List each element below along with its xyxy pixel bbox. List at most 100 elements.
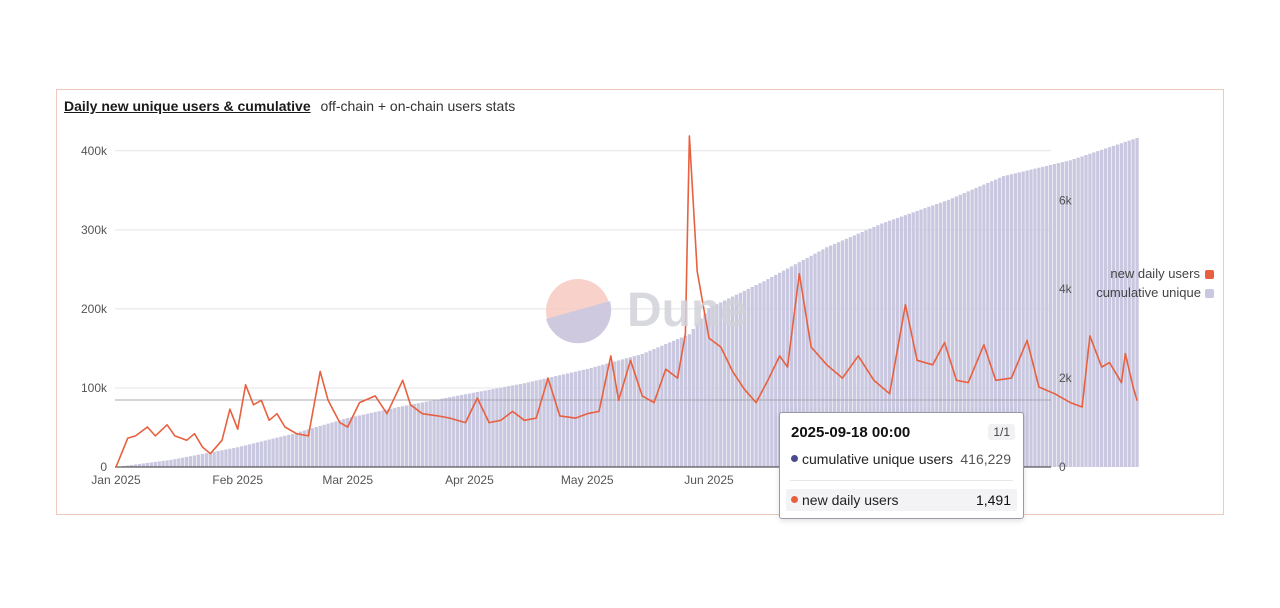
cumulative-bar xyxy=(514,384,519,467)
cumulative-bar xyxy=(455,395,460,467)
x-tick-label: Jan 2025 xyxy=(91,473,141,487)
cumulative-bar xyxy=(895,217,900,467)
chart-subtitle: off-chain + on-chain users stats xyxy=(320,98,516,114)
cumulative-bar xyxy=(294,432,299,467)
cumulative-bar xyxy=(310,428,315,467)
y-right-tick-label: 4k xyxy=(1059,282,1073,296)
cumulative-bar xyxy=(349,417,354,467)
cumulative-bar xyxy=(471,392,476,467)
cumulative-bar xyxy=(860,232,864,467)
chart-title[interactable]: Daily new unique users & cumulative xyxy=(64,98,311,114)
cumulative-bar xyxy=(962,193,966,468)
cumulative-bar xyxy=(573,371,578,467)
cumulative-bar xyxy=(420,402,424,467)
cumulative-bar xyxy=(758,283,762,467)
cumulative-bar xyxy=(432,400,436,467)
cumulative-bar xyxy=(499,387,503,467)
cumulative-bar xyxy=(542,378,546,467)
cumulative-bar xyxy=(526,382,531,467)
cumulative-bar xyxy=(884,222,888,467)
cumulative-bar xyxy=(448,397,452,467)
cumulative-bar xyxy=(1131,139,1135,467)
cumulative-bar xyxy=(1068,160,1072,468)
cumulative-bar xyxy=(656,347,660,467)
x-tick-label: Apr 2025 xyxy=(445,473,494,487)
cumulative-bar xyxy=(1017,172,1021,467)
cumulative-bar xyxy=(522,383,527,467)
cumulative-bar xyxy=(173,459,177,467)
cumulative-bar xyxy=(1056,163,1061,468)
cumulative-bar xyxy=(185,456,189,467)
cumulative-bar xyxy=(942,201,947,468)
cumulative-bar xyxy=(326,423,330,467)
cumulative-bar xyxy=(907,213,911,467)
cumulative-bar xyxy=(1009,174,1014,467)
cumulative-bar xyxy=(1080,156,1084,467)
cumulative-bar xyxy=(479,391,483,467)
cumulative-bar xyxy=(503,386,507,467)
dune-logo-icon xyxy=(546,279,612,344)
cumulative-bar xyxy=(145,462,150,467)
cumulative-bar xyxy=(1096,151,1100,467)
cumulative-bar xyxy=(825,247,829,467)
tooltip-row-cumulative: cumulative unique users 416,229 xyxy=(786,448,1017,470)
cumulative-bar xyxy=(903,215,908,467)
cumulative-bar xyxy=(483,390,487,467)
legend-item-new-daily-users[interactable]: new daily users xyxy=(1070,266,1200,281)
cumulative-bar xyxy=(1041,166,1045,467)
cumulative-bar xyxy=(1045,165,1049,468)
cumulative-bar xyxy=(817,251,821,467)
cumulative-bar xyxy=(510,385,515,467)
cumulative-bar xyxy=(487,389,491,467)
cumulative-bar xyxy=(565,373,570,467)
legend-item-cumulative-unique[interactable]: cumulative unique xyxy=(1070,285,1201,300)
cumulative-bar xyxy=(939,202,943,468)
cumulative-bar xyxy=(836,242,841,467)
cumulative-bar xyxy=(475,392,479,467)
cumulative-bar xyxy=(683,335,688,467)
cumulative-bar xyxy=(554,376,558,467)
cumulative-bar xyxy=(149,462,154,467)
cumulative-bar xyxy=(617,360,621,467)
series-dot-icon xyxy=(791,496,798,503)
cumulative-bar xyxy=(463,394,468,467)
cumulative-bar xyxy=(726,298,731,467)
legend-swatch-orange xyxy=(1205,270,1214,279)
cumulative-bar xyxy=(793,264,798,467)
cumulative-bar xyxy=(844,238,849,467)
cumulative-bar xyxy=(126,465,130,467)
cumulative-bar xyxy=(530,381,534,467)
cumulative-bar xyxy=(644,352,648,467)
cumulative-bar xyxy=(393,407,397,467)
cumulative-bar xyxy=(994,179,998,467)
cumulative-bar xyxy=(251,443,256,467)
cumulative-bar xyxy=(1033,168,1037,468)
cumulative-bar xyxy=(997,177,1002,467)
y-right-tick-label: 2k xyxy=(1059,371,1073,385)
cumulative-bar xyxy=(687,334,692,467)
cumulative-bar xyxy=(577,370,582,467)
x-tick-label: May 2025 xyxy=(561,473,614,487)
cumulative-bar xyxy=(259,441,263,467)
cumulative-bar xyxy=(923,208,927,468)
cumulative-bar xyxy=(691,328,695,467)
cumulative-bar xyxy=(192,455,197,467)
cumulative-bar xyxy=(624,358,629,467)
cumulative-bar xyxy=(298,431,303,467)
cumulative-bar xyxy=(746,288,750,467)
cumulative-bar xyxy=(220,450,224,467)
cumulative-bar xyxy=(1088,153,1092,468)
cumulative-bar xyxy=(695,323,699,467)
cumulative-bar xyxy=(491,389,495,467)
cumulative-bar xyxy=(868,228,872,467)
cumulative-bar xyxy=(377,411,381,467)
cumulative-bar xyxy=(730,296,735,467)
dune-watermark: Dune xyxy=(545,279,747,350)
cumulative-bar xyxy=(196,454,201,467)
cumulative-bar xyxy=(628,357,633,467)
cumulative-bar xyxy=(181,457,185,467)
cumulative-bar xyxy=(899,216,904,467)
cumulative-bar xyxy=(459,394,464,467)
cumulative-bar xyxy=(805,257,809,467)
